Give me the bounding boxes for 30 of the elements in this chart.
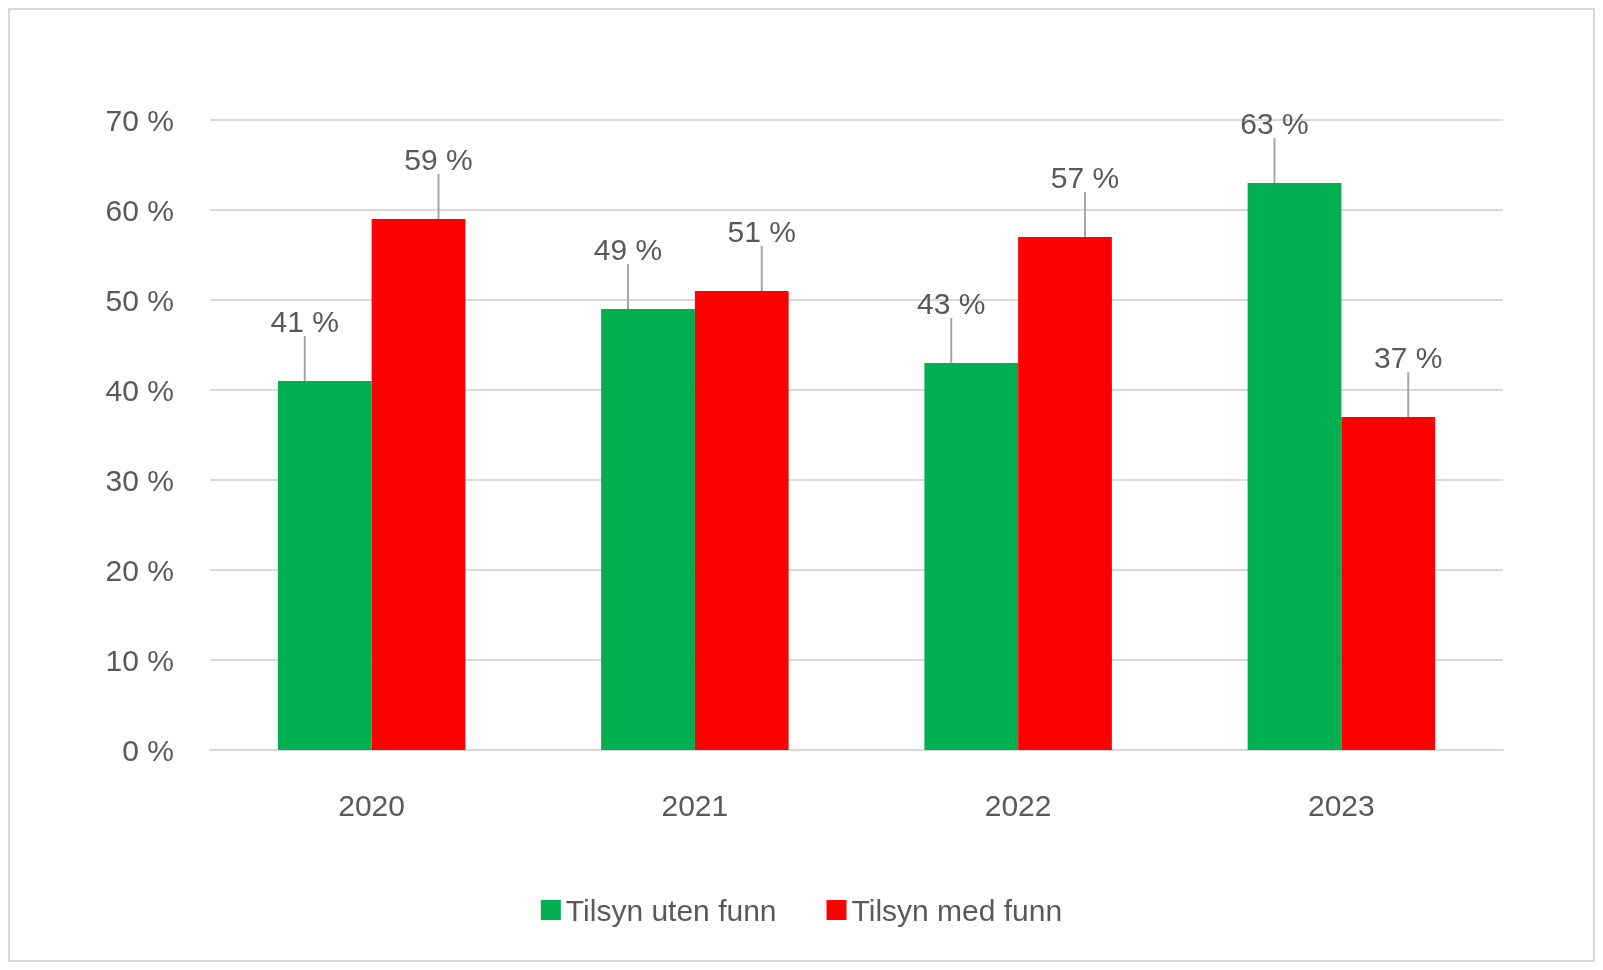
x-tick-label: 2022 bbox=[984, 788, 1052, 822]
y-tick-label: 30 % bbox=[105, 463, 174, 497]
x-tick-label: 2023 bbox=[1308, 788, 1375, 822]
bar bbox=[694, 291, 789, 750]
bar bbox=[924, 363, 1019, 750]
y-tick-label: 70 % bbox=[105, 103, 174, 137]
data-label: 41 % bbox=[270, 304, 339, 338]
bar bbox=[1018, 237, 1112, 750]
y-tick-label: 10 % bbox=[105, 643, 174, 677]
y-tick-label: 60 % bbox=[105, 193, 174, 227]
bar bbox=[277, 381, 372, 750]
legend-label: Tilsyn uten funn bbox=[565, 893, 777, 927]
bar bbox=[1247, 183, 1342, 750]
legend-label: Tilsyn med funn bbox=[851, 893, 1063, 927]
x-tick-label: 2020 bbox=[338, 788, 405, 822]
data-label: 49 % bbox=[593, 232, 663, 266]
data-label: 37 % bbox=[1374, 340, 1443, 374]
data-label: 51 % bbox=[727, 214, 796, 248]
y-tick-label: 20 % bbox=[105, 553, 174, 587]
bar bbox=[601, 309, 695, 750]
y-tick-label: 0 % bbox=[122, 733, 174, 767]
data-label: 63 % bbox=[1240, 106, 1309, 140]
x-tick-label: 2021 bbox=[661, 788, 729, 822]
data-label: 57 % bbox=[1050, 160, 1120, 194]
data-label: 43 % bbox=[917, 286, 986, 320]
bar bbox=[1341, 417, 1436, 750]
y-tick-label: 50 % bbox=[105, 283, 174, 317]
bar bbox=[371, 219, 466, 750]
data-label: 59 % bbox=[404, 142, 473, 176]
y-tick-label: 40 % bbox=[105, 373, 174, 407]
